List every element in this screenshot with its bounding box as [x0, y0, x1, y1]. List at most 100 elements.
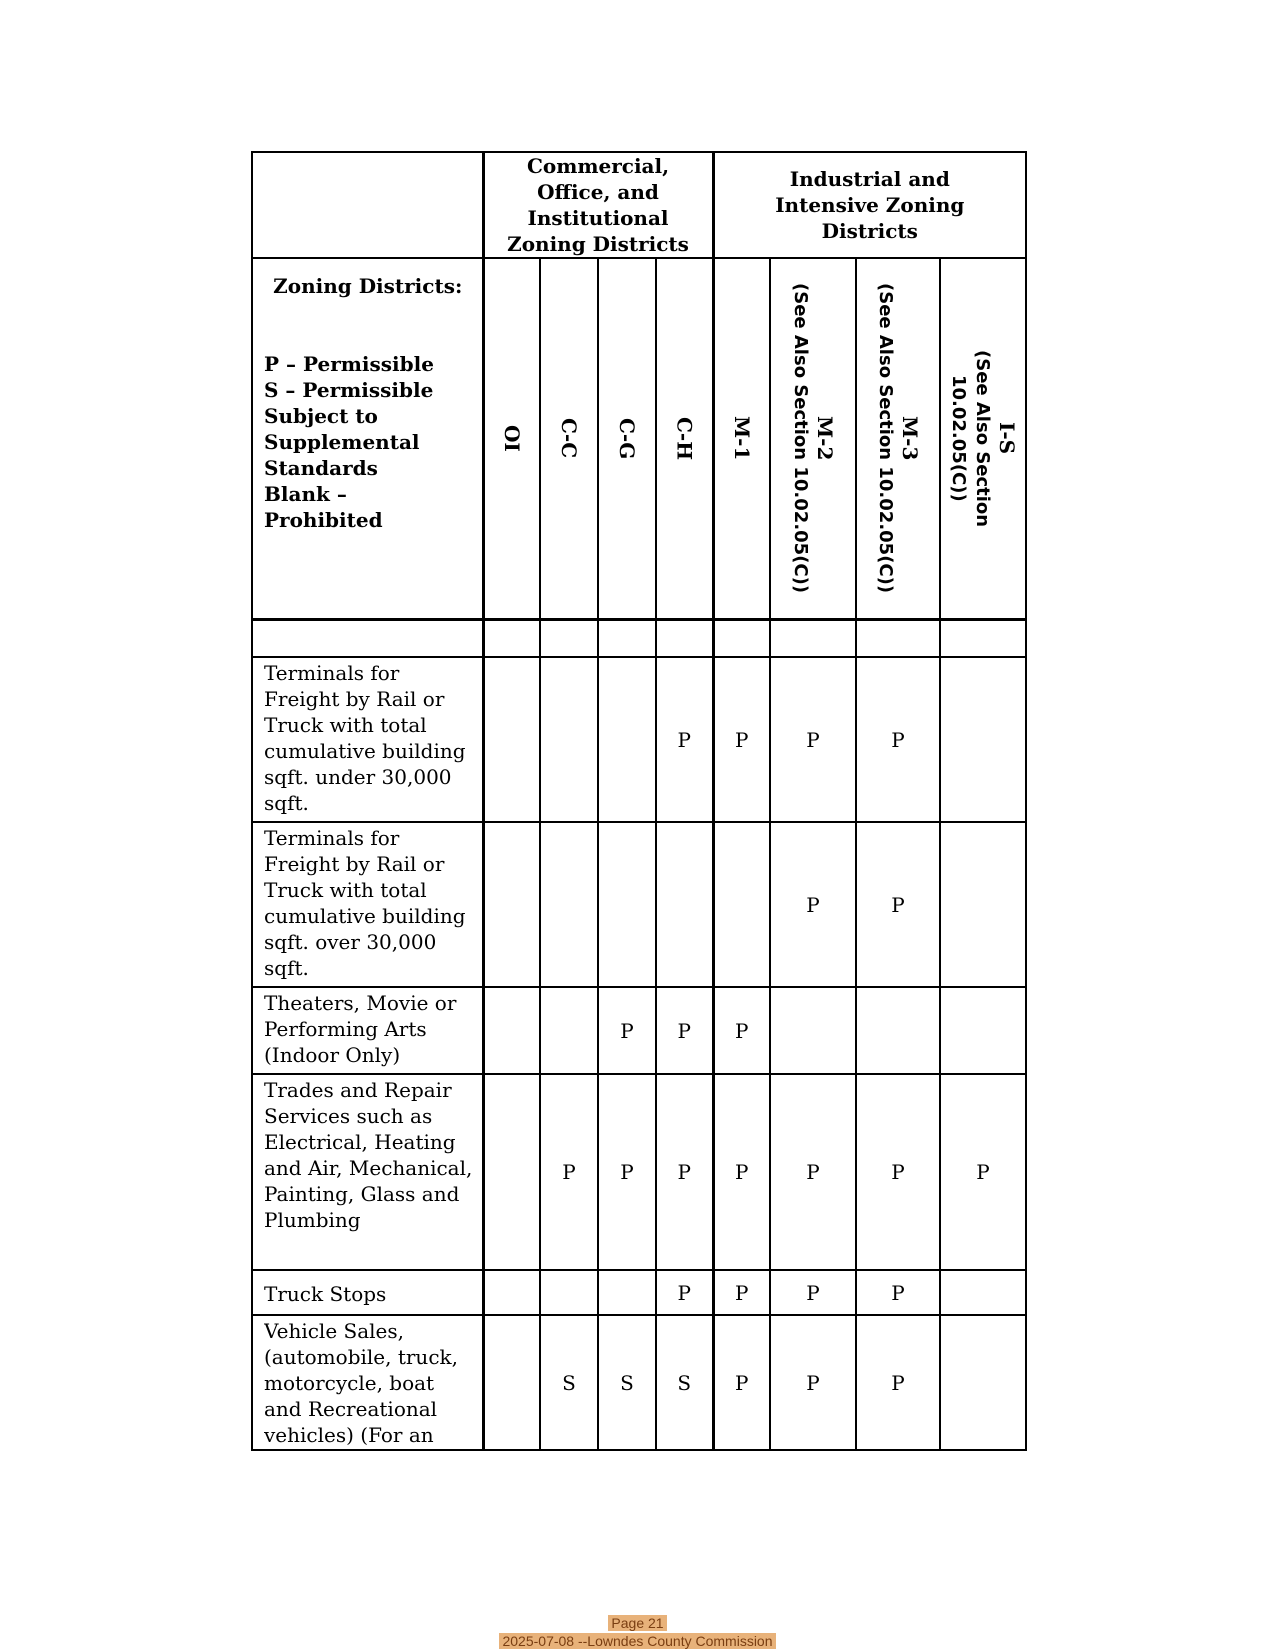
- permission-cell-i-s: [939, 986, 1028, 1075]
- permission-cell-m-3: P: [855, 1073, 942, 1271]
- permission-cell-m-3: P: [855, 1314, 942, 1451]
- permission-cell-m-1: [711, 821, 772, 988]
- use-text: Vehicle Sales, (automobile, truck, motor…: [264, 1319, 458, 1447]
- permission-cell-c-g: [597, 821, 657, 988]
- column-code: I-S: [995, 422, 1020, 455]
- permission-cell-m-3: P: [855, 821, 942, 988]
- column-header-c-g: C-G: [597, 257, 657, 621]
- permission-cell-c-h: P: [654, 986, 715, 1075]
- column-code: C-G: [615, 417, 639, 459]
- permission-cell-i-s: [939, 1314, 1028, 1451]
- permission-cell-m-3: [855, 986, 942, 1075]
- use-name: Vehicle Sales, (automobile, truck, motor…: [251, 1314, 484, 1451]
- spacer-cell: [939, 618, 1028, 658]
- permission-cell-c-c: P: [539, 1073, 599, 1271]
- use-text: Trades and Repair Services such as Elect…: [264, 1078, 473, 1232]
- column-header-c-h: C-H: [654, 257, 715, 621]
- permission-cell-m-3: P: [855, 1269, 942, 1316]
- column-header-m-3: M-3 (See Also Section 10.02.05(C)): [855, 257, 942, 621]
- permission-cell-c-g: P: [597, 986, 657, 1075]
- corner-cell: [251, 151, 484, 259]
- column-code: M-2: [813, 416, 838, 461]
- table-row: Theaters, Movie or Performing Arts (Indo…: [251, 986, 1028, 1075]
- permission-cell-c-g: S: [597, 1314, 657, 1451]
- permission-cell-i-s: [939, 1269, 1028, 1316]
- permission-cell-c-g: [597, 656, 657, 823]
- permission-cell-i-s: [939, 656, 1028, 823]
- permission-cell-oi: [481, 1314, 541, 1451]
- spacer-cell: [769, 618, 858, 658]
- permission-cell-c-g: P: [597, 1073, 657, 1271]
- permission-cell-m-1: P: [711, 656, 772, 823]
- permission-cell-c-h: P: [654, 656, 715, 823]
- permission-cell-c-c: [539, 1269, 599, 1316]
- spacer-cell: [855, 618, 942, 658]
- spacer-cell: [711, 618, 772, 658]
- column-code: C-C: [557, 418, 581, 459]
- table-row: Trades and Repair Services such as Elect…: [251, 1073, 1028, 1271]
- column-code: M-1: [729, 416, 754, 461]
- permission-cell-m-1: P: [711, 986, 772, 1075]
- use-name: Trades and Repair Services such as Elect…: [251, 1073, 484, 1271]
- spacer-cell: [251, 618, 484, 658]
- permission-cell-c-c: S: [539, 1314, 599, 1451]
- permission-cell-m-1: P: [711, 1269, 772, 1316]
- page-number: Page 21: [0, 1615, 1275, 1632]
- legend-title: Zoning Districts:: [273, 274, 463, 298]
- table-row: Vehicle Sales, (automobile, truck, motor…: [251, 1314, 1028, 1451]
- use-text: Theaters, Movie or Performing Arts (Indo…: [264, 991, 457, 1067]
- group-header-commercial: Commercial, Office, and Institutional Zo…: [481, 151, 715, 259]
- permission-cell-m-2: P: [769, 656, 858, 823]
- permission-cell-m-1: P: [711, 1314, 772, 1451]
- column-code: M-3: [898, 416, 923, 461]
- column-header-c-c: C-C: [539, 257, 599, 621]
- zoning-use-table: Commercial, Office, and Institutional Zo…: [251, 151, 1028, 1451]
- table-row: Truck Stops P P P P: [251, 1269, 1028, 1316]
- use-text: Terminals for Freight by Rail or Truck w…: [264, 826, 466, 980]
- column-note: (See Also Section 10.02.05(C)): [875, 283, 897, 594]
- use-name: Truck Stops: [251, 1269, 484, 1316]
- legend-permissible: P – Permissible: [264, 352, 434, 376]
- permission-cell-oi: [481, 986, 541, 1075]
- legend-supplemental: S – Permissible Subject to Supplemental …: [264, 378, 434, 480]
- permission-cell-m-2: P: [769, 1269, 858, 1316]
- permission-cell-oi: [481, 656, 541, 823]
- column-note: (See Also Section 10.02.05(C)): [948, 349, 994, 527]
- permission-cell-i-s: P: [939, 1073, 1028, 1271]
- use-text: Truck Stops: [264, 1281, 387, 1306]
- permission-cell-m-1: P: [711, 1073, 772, 1271]
- group-header-industrial: Industrial and Intensive Zoning District…: [711, 151, 1028, 259]
- column-code: OI: [499, 424, 524, 452]
- spacer-cell: [481, 618, 541, 658]
- permission-cell-c-h: S: [654, 1314, 715, 1451]
- permission-cell-c-h: P: [654, 1073, 715, 1271]
- column-note: (See Also Section 10.02.05(C)): [790, 283, 812, 594]
- use-name: Terminals for Freight by Rail or Truck w…: [251, 821, 484, 988]
- permission-cell-m-3: P: [855, 656, 942, 823]
- spacer-cell: [654, 618, 715, 658]
- permission-cell-oi: [481, 821, 541, 988]
- use-name: Theaters, Movie or Performing Arts (Indo…: [251, 986, 484, 1075]
- column-header-i-s: I-S (See Also Section 10.02.05(C)): [939, 257, 1028, 621]
- permission-cell-c-c: [539, 986, 599, 1075]
- permission-cell-oi: [481, 1073, 541, 1271]
- use-name: Terminals for Freight by Rail or Truck w…: [251, 656, 484, 823]
- permission-cell-m-2: P: [769, 821, 858, 988]
- use-text: Terminals for Freight by Rail or Truck w…: [264, 661, 466, 815]
- table-row: Terminals for Freight by Rail or Truck w…: [251, 656, 1028, 823]
- column-header-oi: OI: [481, 257, 541, 621]
- column-header-m-2: M-2 (See Also Section 10.02.05(C)): [769, 257, 858, 621]
- permission-cell-oi: [481, 1269, 541, 1316]
- column-code: C-H: [672, 416, 697, 460]
- permission-cell-i-s: [939, 821, 1028, 988]
- legend-prohibited: Blank – Prohibited: [264, 482, 383, 532]
- permission-cell-c-h: [654, 821, 715, 988]
- spacer-cell: [539, 618, 599, 658]
- permission-cell-c-c: [539, 656, 599, 823]
- permission-cell-c-h: P: [654, 1269, 715, 1316]
- permission-cell-m-2: P: [769, 1073, 858, 1271]
- permission-cell-m-2: P: [769, 1314, 858, 1451]
- legend-cell: Zoning Districts: P – Permissible S – Pe…: [251, 257, 484, 621]
- permission-cell-m-2: [769, 986, 858, 1075]
- footer-stamp: 2025-07-08 --Lowndes County Commission: [0, 1633, 1275, 1650]
